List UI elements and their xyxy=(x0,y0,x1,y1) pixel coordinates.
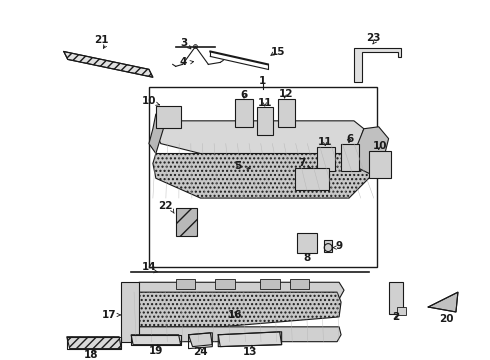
Text: 5: 5 xyxy=(234,161,242,171)
Text: 10: 10 xyxy=(372,141,387,150)
Text: 24: 24 xyxy=(193,347,208,357)
Bar xyxy=(369,150,391,178)
Bar xyxy=(156,106,181,128)
Text: 17: 17 xyxy=(102,310,117,320)
Polygon shape xyxy=(64,51,153,77)
Polygon shape xyxy=(189,333,212,347)
Text: 23: 23 xyxy=(367,33,381,42)
Text: 22: 22 xyxy=(159,201,173,211)
Polygon shape xyxy=(121,282,139,342)
Polygon shape xyxy=(428,292,458,312)
Text: 2: 2 xyxy=(392,312,399,322)
Text: 13: 13 xyxy=(243,347,257,357)
Bar xyxy=(176,208,197,236)
Polygon shape xyxy=(134,282,344,299)
Text: 6: 6 xyxy=(241,90,247,100)
Text: 16: 16 xyxy=(228,310,243,320)
Bar xyxy=(278,99,294,127)
Text: 1: 1 xyxy=(259,76,267,86)
Bar xyxy=(290,279,309,289)
Text: 19: 19 xyxy=(148,346,163,356)
Bar xyxy=(260,279,280,289)
Text: 18: 18 xyxy=(84,350,99,360)
Text: 20: 20 xyxy=(439,314,453,324)
Bar xyxy=(176,279,196,289)
Bar xyxy=(235,99,253,127)
Polygon shape xyxy=(149,114,166,153)
Text: 8: 8 xyxy=(304,252,311,262)
Polygon shape xyxy=(131,292,341,327)
Circle shape xyxy=(194,45,197,49)
Bar xyxy=(215,279,235,289)
Polygon shape xyxy=(349,127,389,173)
Text: 11: 11 xyxy=(258,98,272,108)
Text: 15: 15 xyxy=(270,46,285,57)
Bar xyxy=(396,307,406,315)
Polygon shape xyxy=(354,48,401,82)
Polygon shape xyxy=(218,332,282,347)
Polygon shape xyxy=(156,121,364,153)
Text: 21: 21 xyxy=(94,35,109,45)
Text: 3: 3 xyxy=(180,37,187,48)
Bar xyxy=(297,233,318,253)
Text: 12: 12 xyxy=(278,89,293,99)
Polygon shape xyxy=(153,153,374,198)
Bar xyxy=(257,107,273,135)
Text: 6: 6 xyxy=(346,134,354,144)
Text: 4: 4 xyxy=(180,57,187,67)
Bar xyxy=(341,144,359,171)
Text: 10: 10 xyxy=(142,96,156,106)
Text: 14: 14 xyxy=(142,262,156,273)
Bar xyxy=(149,87,377,267)
Polygon shape xyxy=(131,335,181,345)
Text: 11: 11 xyxy=(318,137,333,147)
Polygon shape xyxy=(67,337,121,348)
Polygon shape xyxy=(136,327,341,342)
Bar xyxy=(294,168,329,190)
Bar xyxy=(389,282,403,314)
Bar xyxy=(318,147,335,171)
Text: 9: 9 xyxy=(336,240,343,251)
Bar xyxy=(324,240,332,252)
Text: 7: 7 xyxy=(298,158,305,168)
